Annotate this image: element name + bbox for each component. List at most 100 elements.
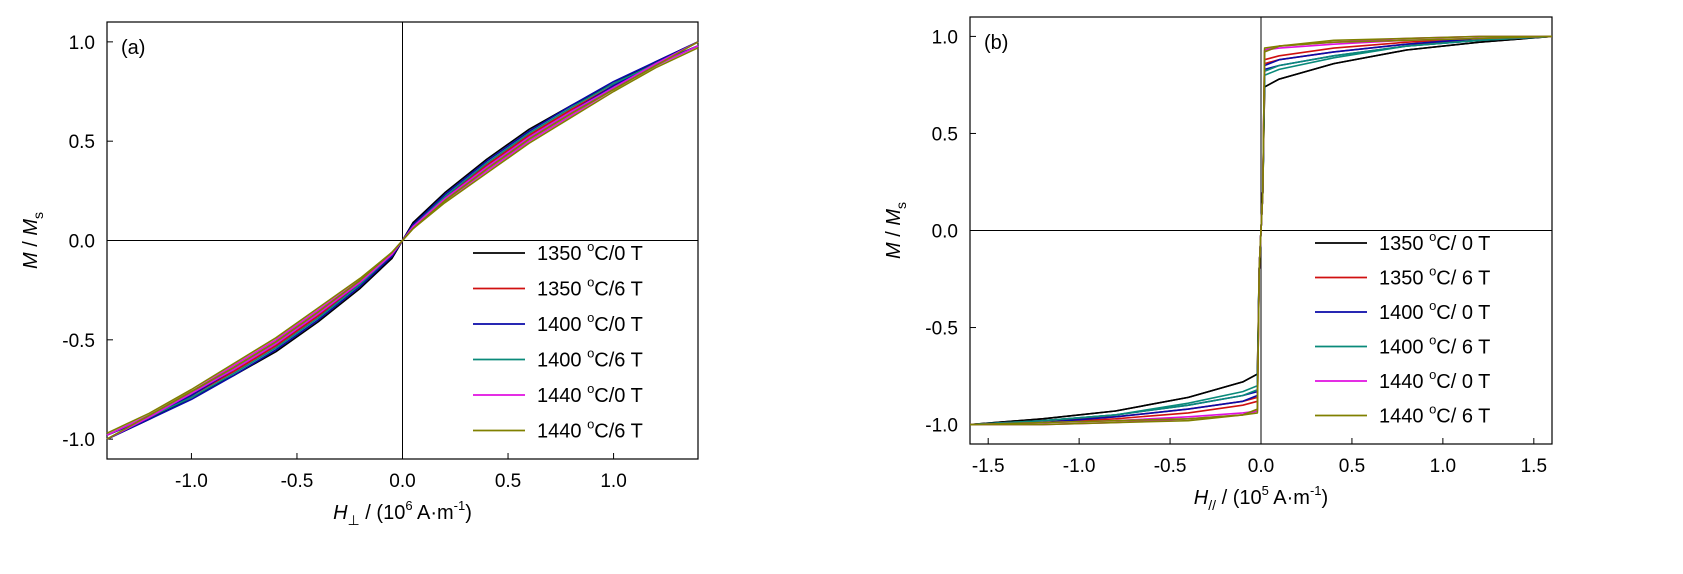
legend-value: 1440 [1379,371,1429,393]
legend-degree: o [1429,229,1436,244]
legend-value: 1350 [537,279,587,301]
y-label-subscript: s [30,212,46,219]
legend-entry-2: 1350 oC/6 T [537,275,643,301]
y-tick-label: 0.5 [69,132,95,153]
legend-rest: C/ 0 T [1436,371,1490,393]
legend-rest: C/6 T [594,279,643,301]
series-line-6-return [106,47,699,440]
y-tick-label: -1.0 [925,416,958,437]
y-label-symbol-2: M [883,209,905,226]
x-tick-label: 0.0 [389,471,415,492]
x-tick-label: 0.0 [1248,456,1274,477]
panel-a: -1.0 -0.5 0.0 0.5 1.0 -1.0 -0.5 0.0 0.5 1.0 1350 o… [20,21,699,528]
y-label-symbol: M [20,252,42,269]
x-tick-label: 1.5 [1521,456,1547,477]
legend-entry-3: 1400 oC/0 T [537,310,643,336]
y-label-subscript: s [893,202,909,209]
legend-entry-6: 1440 oC/ 6 T [1379,402,1490,428]
x-tick-label: 1.0 [1430,456,1456,477]
x-label-unit: A·m [1269,487,1310,509]
legend-degree: o [587,310,594,325]
x-label-subscript: ⊥ [348,512,360,528]
legend-value: 1440 [537,421,587,443]
legend-rest: C/0 T [594,314,643,336]
legend-degree: o [587,346,594,361]
legend-degree: o [1429,402,1436,417]
y-tick-label: -0.5 [925,319,958,340]
legend-entry-5: 1440 oC/0 T [537,381,643,407]
legend-entry-4: 1400 oC/6 T [537,346,643,372]
x-label-subscript: // [1208,497,1216,513]
panel-label: (a) [121,37,145,59]
y-tick-label: 1.0 [932,27,958,48]
y-label-separator: / [20,236,42,253]
legend-entry-3: 1400 oC/ 0 T [1379,298,1490,324]
legend-rest: C/ 0 T [1436,302,1490,324]
x-tick-label: 1.0 [600,471,626,492]
legend-degree: o [587,239,594,254]
legend-degree: o [1429,333,1436,348]
y-tick-label: 0.0 [932,222,958,243]
legend-rest: C/0 T [594,385,643,407]
y-label-symbol-2: M [20,219,42,236]
legend-rest: C/ 6 T [1436,268,1490,290]
y-label-separator: / [883,226,905,243]
x-label-exponent: 6 [405,498,412,513]
y-axis-label: M / Ms [20,212,46,269]
legend-entry-6: 1440 oC/6 T [537,417,643,443]
x-tick-label: -1.0 [1063,456,1096,477]
x-label-unit-exponent: -1 [1310,483,1322,498]
legend-degree: o [587,275,594,290]
y-tick-label: -0.5 [62,331,95,352]
legend-value: 1400 [537,350,587,372]
x-tick-label: -0.5 [281,471,314,492]
x-tick-label: -1.0 [175,471,208,492]
x-label-symbol: H [1194,487,1209,509]
legend-value: 1400 [1379,337,1429,359]
x-label-text: / (10 [360,502,406,524]
legend-value: 1400 [537,314,587,336]
legend-value: 1440 [1379,406,1429,428]
x-axis-label: H// / (105 A·m-1) [1194,483,1328,513]
legend-rest: C/6 T [594,350,643,372]
series-line-6-return [970,35,1553,426]
legend-rest: C/ 6 T [1436,337,1490,359]
legend-entry-4: 1400 oC/ 6 T [1379,333,1490,359]
legend-degree: o [587,417,594,432]
legend-value: 1350 [1379,268,1429,290]
y-tick-label: -1.0 [62,430,95,451]
panel-b: -1.5 -1.0 -0.5 0.0 0.5 1.0 1.5 -1.0 -0.5 0.0 0.5 1.… [883,16,1553,513]
legend-degree: o [587,381,594,396]
legend-entry-1: 1350 oC/ 0 T [1379,229,1490,255]
x-tick-label: 0.5 [495,471,521,492]
y-tick-label: 0.5 [932,124,958,145]
x-tick-label: -1.5 [972,456,1005,477]
legend-rest: C/ 0 T [1436,233,1490,255]
y-axis-label: M / Ms [883,202,909,259]
x-label-close: ) [465,502,472,524]
legend-degree: o [1429,298,1436,313]
y-label-symbol: M [883,242,905,259]
legend-value: 1440 [537,385,587,407]
legend-entry-1: 1350 oC/0 T [537,239,643,265]
legend-rest: C/ 6 T [1436,406,1490,428]
legend-rest: C/0 T [594,243,643,265]
y-tick-label: 1.0 [69,33,95,54]
y-tick-label: 0.0 [69,232,95,253]
x-label-exponent: 5 [1262,483,1269,498]
legend-entry-2: 1350 oC/ 6 T [1379,264,1490,290]
legend-rest: C/6 T [594,421,643,443]
x-label-text: / (10 [1216,487,1262,509]
x-tick-label: -0.5 [1154,456,1187,477]
x-label-unit: A·m [413,502,454,524]
x-label-symbol: H [333,502,348,524]
x-axis-label: H⊥ / (106 A·m-1) [333,498,472,528]
x-tick-label: 0.5 [1339,456,1365,477]
legend-entry-5: 1440 oC/ 0 T [1379,367,1490,393]
legend-value: 1350 [1379,233,1429,255]
legend-value: 1400 [1379,302,1429,324]
legend-degree: o [1429,367,1436,382]
panel-label: (b) [984,32,1008,54]
legend-degree: o [1429,264,1436,279]
